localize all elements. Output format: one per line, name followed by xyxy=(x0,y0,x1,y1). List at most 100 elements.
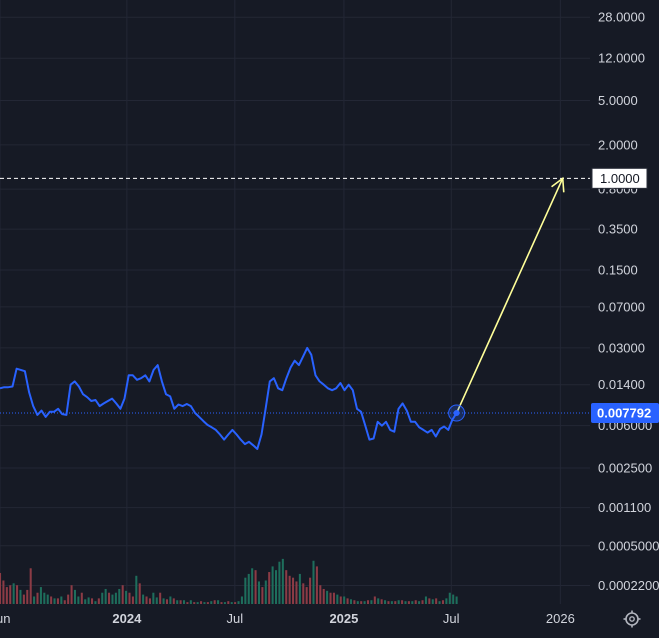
volume-bar xyxy=(332,592,335,604)
volume-bar xyxy=(257,581,261,604)
volume-bar xyxy=(12,583,15,604)
price-line xyxy=(0,346,458,450)
volume-bar xyxy=(33,596,36,604)
volume-bar xyxy=(80,592,83,604)
volume-bar xyxy=(455,596,458,604)
volume-bar xyxy=(319,585,322,604)
volume-bar xyxy=(22,594,25,604)
x-tick-label: 2026 xyxy=(546,611,575,626)
volume-bar xyxy=(441,600,444,604)
settings-button[interactable] xyxy=(622,609,642,629)
y-tick-label: 0.3500 xyxy=(598,222,638,237)
volume-bar xyxy=(128,592,131,604)
volume-bar xyxy=(165,599,169,604)
volume-bar xyxy=(26,589,29,604)
volume-bar xyxy=(394,601,397,604)
x-tick-label: Jul xyxy=(227,611,244,626)
x-tick-label: 2024 xyxy=(112,611,142,626)
volume-bar xyxy=(251,568,254,604)
volume-bar xyxy=(329,592,332,604)
volume-bar xyxy=(43,592,46,604)
volume-bar xyxy=(390,601,393,604)
volume-bar xyxy=(237,601,240,604)
volume-bar xyxy=(152,592,155,604)
volume-bar xyxy=(60,596,63,604)
volume-bar xyxy=(387,601,390,604)
volume-bar xyxy=(448,592,451,604)
volume-bar xyxy=(172,598,175,604)
volume-bar xyxy=(418,601,421,604)
volume-bar xyxy=(428,598,431,604)
volume-bar xyxy=(305,587,308,604)
volume-bar xyxy=(343,596,346,604)
volume-bar xyxy=(220,602,223,604)
volume-bar xyxy=(353,600,356,604)
volume-bar xyxy=(322,588,325,604)
volume-bar xyxy=(142,594,145,604)
target-price-badge[interactable] xyxy=(591,167,648,189)
volume-bar xyxy=(380,599,383,604)
volume-bar xyxy=(206,602,209,604)
current-point-marker[interactable] xyxy=(453,410,460,417)
volume-bar xyxy=(203,602,206,604)
volume-bar xyxy=(264,580,267,604)
volume-bar xyxy=(196,602,199,604)
y-tick-label: 0.01400 xyxy=(598,377,645,392)
volume-bar xyxy=(159,592,162,604)
volume-bar xyxy=(373,596,376,604)
volume-bar xyxy=(155,597,158,604)
volume-bar xyxy=(101,592,104,604)
volume-bar xyxy=(315,566,318,604)
volume-bar xyxy=(274,570,278,604)
volume-bar xyxy=(414,600,417,604)
volume-bar xyxy=(29,568,32,604)
volume-bar xyxy=(97,598,100,604)
volume-bar xyxy=(135,575,138,604)
y-tick-label: 5.0000 xyxy=(598,93,638,108)
volume-bar xyxy=(182,600,186,604)
y-tick-label: 0.002500 xyxy=(598,460,652,475)
volume-bar xyxy=(370,600,373,604)
projection-arrow[interactable] xyxy=(455,178,564,414)
volume-bar xyxy=(179,600,182,604)
current-price-badge xyxy=(591,403,659,424)
volume-bar xyxy=(295,581,298,604)
volume-bar xyxy=(176,600,179,604)
volume-bar xyxy=(230,602,233,604)
gear-icon xyxy=(623,610,641,628)
volume-bar xyxy=(261,587,264,604)
volume-bar xyxy=(281,558,284,604)
y-tick-label: 0.0005000 xyxy=(598,538,659,553)
volume-bar xyxy=(87,597,90,604)
volume-bar xyxy=(384,600,387,604)
volume-bar xyxy=(377,598,380,604)
volume-bar xyxy=(452,594,455,604)
volume-bar xyxy=(108,592,111,604)
volume-bar xyxy=(9,585,12,604)
volume-bar xyxy=(312,560,315,604)
volume-bar xyxy=(244,577,247,604)
volume-bar xyxy=(148,598,151,604)
volume-bar xyxy=(271,566,274,604)
volume-bar xyxy=(401,600,404,604)
volume-bar xyxy=(240,596,243,604)
volume-bar xyxy=(234,602,237,604)
volume-bar xyxy=(131,596,134,604)
volume-bar xyxy=(223,602,226,604)
volume-bar xyxy=(63,600,66,604)
volume-bar xyxy=(213,600,216,604)
volume-bar xyxy=(278,561,281,604)
volume-bar xyxy=(77,596,80,604)
volume-bar xyxy=(349,599,352,604)
volume-bar xyxy=(67,594,70,604)
volume-bar xyxy=(73,589,77,604)
x-tick-label: Jul xyxy=(443,611,460,626)
volume-bar xyxy=(210,601,213,604)
volume-bar xyxy=(53,598,56,604)
volume-bar xyxy=(421,600,424,604)
volume-bar xyxy=(90,598,94,604)
volume-bar xyxy=(339,596,342,604)
